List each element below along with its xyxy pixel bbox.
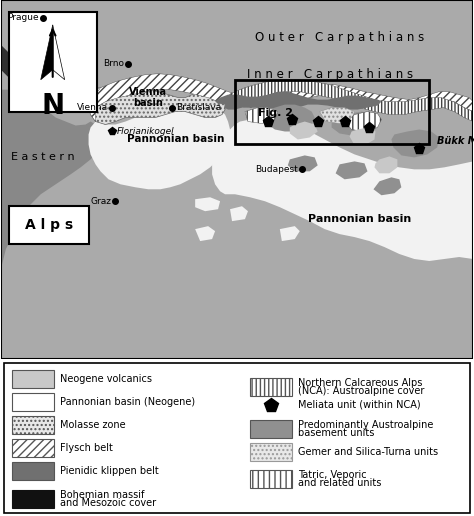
Bar bbox=[12, 393, 54, 411]
Text: Predominantly Austroalpine: Predominantly Austroalpine bbox=[298, 420, 433, 430]
Polygon shape bbox=[41, 25, 53, 79]
Polygon shape bbox=[332, 111, 377, 136]
Text: Neogene volcanics: Neogene volcanics bbox=[60, 374, 152, 384]
Polygon shape bbox=[230, 79, 473, 122]
Text: Flysch belt: Flysch belt bbox=[60, 443, 113, 453]
Bar bbox=[250, 443, 292, 461]
Polygon shape bbox=[280, 226, 300, 241]
Text: Tatric, Veporic: Tatric, Veporic bbox=[298, 470, 366, 480]
Polygon shape bbox=[212, 118, 473, 261]
Text: E a s t e r n: E a s t e r n bbox=[11, 152, 74, 163]
Text: Budapest: Budapest bbox=[255, 165, 298, 174]
Bar bbox=[12, 490, 54, 508]
Text: Pannonian basin: Pannonian basin bbox=[127, 135, 224, 144]
Text: Bükk Mts.: Bükk Mts. bbox=[437, 136, 474, 147]
Text: Molasse zone: Molasse zone bbox=[60, 420, 126, 430]
Polygon shape bbox=[89, 100, 230, 189]
Polygon shape bbox=[349, 127, 375, 146]
Polygon shape bbox=[288, 155, 318, 171]
Text: Northern Calcareous Alps: Northern Calcareous Alps bbox=[298, 378, 422, 388]
Text: and related units: and related units bbox=[298, 478, 382, 488]
Text: Pannonian basin: Pannonian basin bbox=[308, 214, 411, 224]
Polygon shape bbox=[392, 130, 439, 157]
Text: Pienidic klippen belt: Pienidic klippen belt bbox=[60, 466, 159, 476]
Polygon shape bbox=[195, 197, 220, 211]
Bar bbox=[250, 378, 292, 396]
Polygon shape bbox=[195, 226, 215, 241]
Polygon shape bbox=[245, 108, 278, 123]
Polygon shape bbox=[1, 90, 106, 359]
Text: O u t e r   C a r p a t h i a n s: O u t e r C a r p a t h i a n s bbox=[255, 31, 424, 44]
Text: Bohemian massif: Bohemian massif bbox=[60, 490, 145, 500]
Text: basement units: basement units bbox=[298, 428, 374, 438]
Bar bbox=[9, 12, 97, 111]
Polygon shape bbox=[265, 105, 315, 132]
Text: (NCA): Austroalpine cover: (NCA): Austroalpine cover bbox=[298, 385, 424, 396]
Text: Florianikogel: Florianikogel bbox=[117, 127, 174, 136]
Text: Vienna
basin: Vienna basin bbox=[129, 87, 167, 108]
Bar bbox=[12, 462, 54, 480]
Polygon shape bbox=[290, 122, 318, 139]
Text: Graz: Graz bbox=[91, 197, 111, 206]
Bar bbox=[12, 439, 54, 457]
Bar bbox=[9, 206, 89, 244]
Text: Pannonian basin (Neogene): Pannonian basin (Neogene) bbox=[60, 397, 195, 407]
Text: Meliata unit (within NCA): Meliata unit (within NCA) bbox=[298, 400, 420, 410]
Text: N: N bbox=[41, 92, 64, 120]
Bar bbox=[12, 369, 54, 388]
Text: Gemer and Silica-Turna units: Gemer and Silica-Turna units bbox=[298, 447, 438, 457]
Polygon shape bbox=[89, 74, 473, 122]
Polygon shape bbox=[346, 111, 382, 132]
Polygon shape bbox=[71, 88, 225, 124]
Text: and Mesozoic cover: and Mesozoic cover bbox=[60, 498, 156, 508]
Text: Fig. 2: Fig. 2 bbox=[258, 107, 293, 118]
Polygon shape bbox=[336, 162, 367, 180]
Text: Vienna: Vienna bbox=[77, 103, 109, 112]
Polygon shape bbox=[230, 206, 248, 221]
Bar bbox=[250, 420, 292, 438]
Text: A l p s: A l p s bbox=[25, 218, 73, 232]
Polygon shape bbox=[374, 178, 401, 195]
Polygon shape bbox=[224, 98, 245, 109]
Text: I n n e r   C a r p a t h i a n s: I n n e r C a r p a t h i a n s bbox=[246, 68, 413, 81]
Bar bbox=[250, 470, 292, 488]
Bar bbox=[235, 79, 429, 144]
Text: Prague: Prague bbox=[7, 13, 39, 22]
Polygon shape bbox=[1, 0, 160, 115]
Bar bbox=[12, 416, 54, 434]
Polygon shape bbox=[319, 108, 355, 123]
Polygon shape bbox=[53, 25, 64, 79]
Polygon shape bbox=[374, 156, 397, 173]
Polygon shape bbox=[215, 92, 382, 109]
Text: Bratislava: Bratislava bbox=[176, 103, 221, 112]
Text: Brno: Brno bbox=[103, 59, 125, 68]
